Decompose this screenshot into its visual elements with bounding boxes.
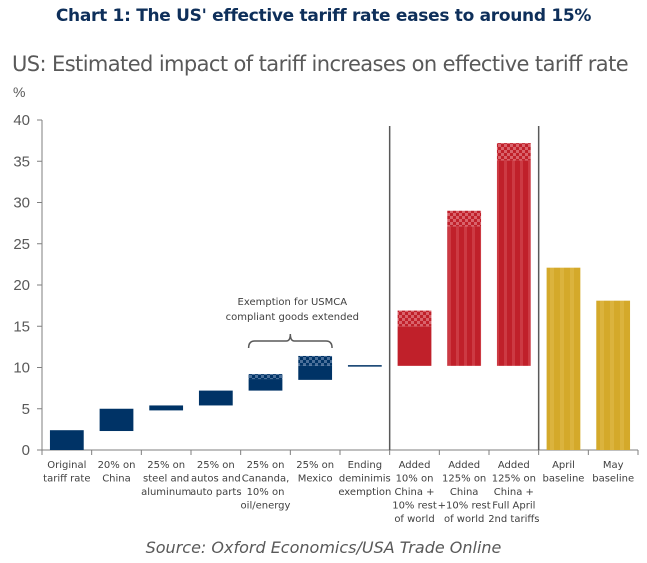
bar-8-segment [397, 326, 432, 366]
bar-11-segment [546, 267, 581, 450]
y-tick-label: 15 [13, 318, 30, 335]
x-category-label-line: 25% on [197, 460, 235, 471]
bar-12-segment [596, 300, 631, 450]
x-category-label-line: of world [394, 514, 434, 525]
x-category-label-line: 2nd tariffs [488, 514, 539, 525]
x-category-label-line: China [102, 474, 131, 485]
bar-6-segment [298, 365, 333, 380]
x-category-label-line: Ending [348, 460, 382, 471]
x-category-label-line: 125% on [492, 474, 536, 485]
bar-5-hatched-segment [248, 374, 283, 380]
x-category-label-line: steel and [143, 474, 189, 485]
x-category-label-line: China + [494, 487, 534, 498]
y-tick-label: 20 [13, 277, 30, 294]
bar-8-hatched-segment [397, 310, 432, 327]
bar-10-hatched-segment [496, 143, 531, 161]
x-category-label-line: Cananda, [242, 474, 290, 485]
x-category-label-line: 10% rest [392, 501, 437, 512]
x-category-label-line: baseline [592, 474, 634, 485]
x-category-label-line: tariff rate [43, 474, 90, 485]
y-tick-label: 30 [13, 195, 30, 212]
x-category-label-line: Mexico [298, 474, 333, 485]
bar-1-segment [49, 430, 84, 450]
y-tick-label: 35 [13, 153, 30, 170]
x-category-label-line: baseline [543, 474, 585, 485]
y-tick-label: 5 [22, 401, 30, 418]
x-category-label-line: China + [394, 487, 434, 498]
x-category-label-line: 25% on [247, 460, 285, 471]
x-category-label-line: Added [399, 460, 431, 471]
x-category-label: May baseline [592, 460, 634, 485]
x-category-label-line: 125% on [442, 474, 486, 485]
bar-2-segment [99, 408, 134, 432]
y-tick-label: 10 [13, 360, 30, 377]
x-category-label-line: 10% on [396, 474, 434, 485]
x-category-label-line: Added [498, 460, 530, 471]
x-category-label-line: Added [448, 460, 480, 471]
x-category-label-line: +10% rest [438, 501, 491, 512]
chart-subtitle: US: Estimated impact of tariff increases… [12, 52, 629, 76]
x-category-label-line: Original [47, 460, 86, 471]
y-axis-unit-label: % [13, 84, 26, 100]
x-category-label-line: autos and [191, 474, 241, 485]
chart-title: Chart 1: The US' effective tariff rate e… [55, 6, 592, 26]
x-category-label-line: Full April [492, 501, 535, 512]
x-category-label-line: 25% on [147, 460, 185, 471]
x-category-label-line: oil/energy [241, 501, 291, 512]
y-tick-label: 0 [22, 442, 30, 459]
annotation-text-line: compliant goods extended [226, 312, 359, 323]
x-category-label: 20% on China [98, 460, 136, 485]
bar-10-segment [496, 160, 531, 366]
x-category-label: 25% on Mexico [296, 460, 334, 485]
x-category-label: Original tariff rate [43, 460, 90, 485]
x-category-label-line: auto parts [190, 487, 241, 498]
chart-plot-area: 0 5 10 15 20 25 30 35 40 Exemption for USMCA comp… [13, 112, 639, 525]
x-category-label-line: of world [444, 514, 484, 525]
x-category-label: Ending deminimis exemption [338, 460, 391, 498]
x-category-label: April baseline [543, 460, 585, 485]
x-category-label: Added 125% on China + Full April 2nd tariffs [488, 460, 539, 525]
bar-3-segment [149, 405, 184, 411]
bar-9-hatched-segment [447, 210, 482, 227]
x-category-label-line: exemption [338, 487, 391, 498]
x-category-label-line: aluminum [141, 487, 191, 498]
x-category-label-line: deminimis [339, 474, 391, 485]
x-category-label-line: April [552, 460, 575, 471]
bar-6-hatched-segment [298, 355, 333, 366]
x-category-label: Added 10% on China + 10% rest of world [392, 460, 437, 525]
y-tick-label: 25 [13, 236, 30, 253]
x-category-label-line: 25% on [296, 460, 334, 471]
x-category-label-line: 10% on [247, 487, 285, 498]
x-category-label: 25% on steel and aluminum [141, 460, 191, 498]
annotation-brace [247, 333, 333, 349]
annotation-text-line: Exemption for USMCA [238, 297, 348, 308]
x-category-label-line: May [603, 460, 624, 471]
bar-4-segment [198, 390, 233, 406]
x-category-label-line: 20% on [98, 460, 136, 471]
x-category-label-line: China [450, 487, 479, 498]
chart-source-note: Source: Oxford Economics/USA Trade Onlin… [145, 538, 502, 557]
bar-9-segment [447, 226, 482, 366]
x-category-label: 25% on Cananda, 10% on oil/energy [241, 460, 291, 512]
x-category-label: Added 125% on China +10% rest of world [438, 460, 491, 525]
annotation-text: Exemption for USMCA compliant goods exten… [226, 297, 359, 323]
x-category-label: 25% on autos and auto parts [190, 460, 241, 498]
bar-5-segment [248, 379, 283, 391]
y-tick-label: 40 [13, 112, 30, 129]
